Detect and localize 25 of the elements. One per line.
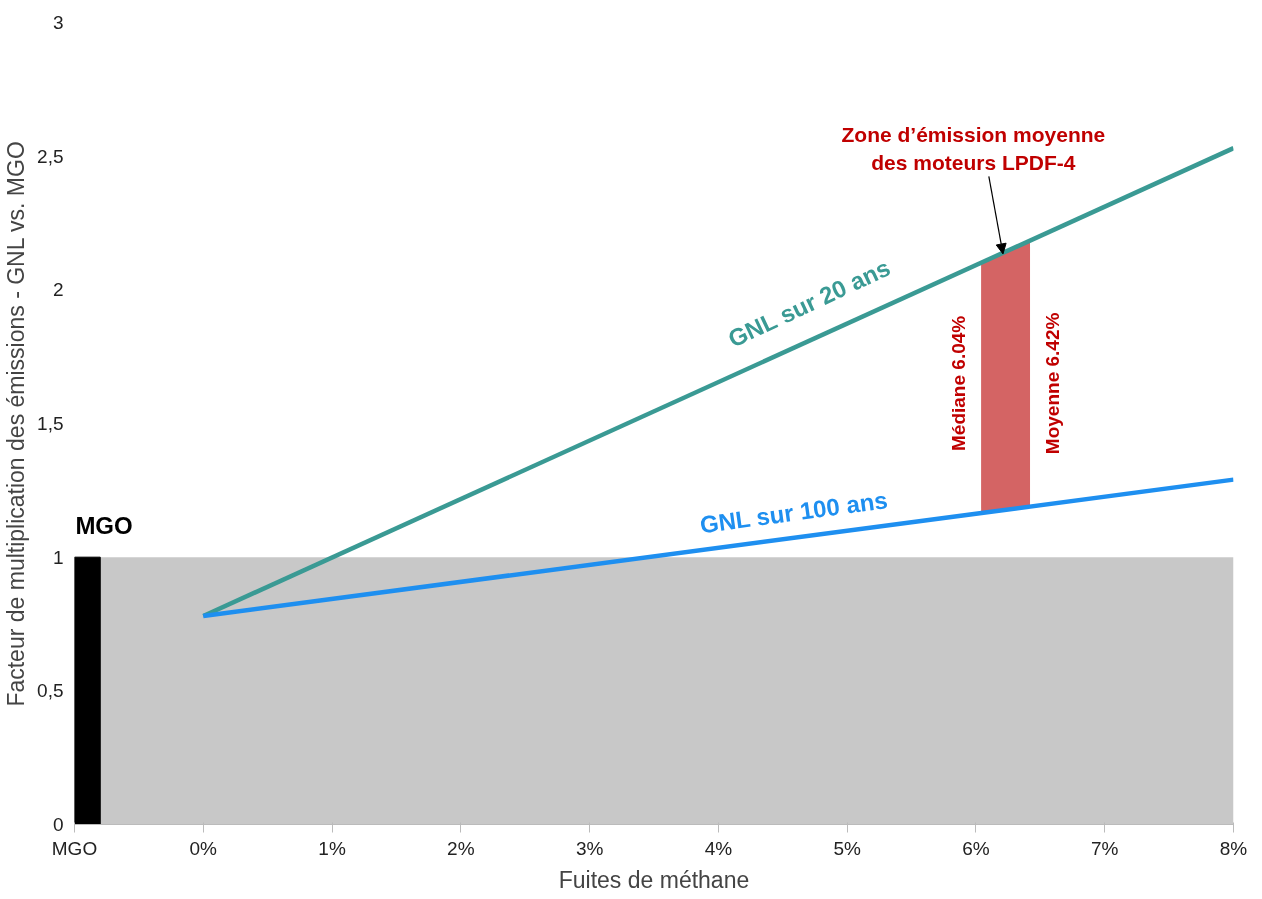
y-tick-label: 2 xyxy=(52,279,64,301)
x-tick-label: 1% xyxy=(318,837,346,859)
y-tick-label: 1,5 xyxy=(37,413,64,434)
x-tick-label: 2% xyxy=(447,837,475,859)
x-tick-label: 7% xyxy=(1090,837,1119,859)
series-label: MGO xyxy=(75,512,133,540)
y-tick-label: 3 xyxy=(52,12,64,33)
band-label: Zone d’émission moyenne des moteurs LPDF-4 xyxy=(841,123,1106,174)
y-tick-label: 1 xyxy=(52,546,64,568)
annotation: Moyenne 6.42% xyxy=(1042,312,1064,455)
x-tick-label: 8% xyxy=(1219,837,1248,859)
annotation: Médiane 6.04% xyxy=(948,315,970,451)
x-tick-label: 5% xyxy=(833,837,861,859)
y-tick-label: 2,5 xyxy=(37,145,64,167)
y-tick-label: 0 xyxy=(52,814,64,835)
text: GNL sur 100 ans xyxy=(698,486,890,539)
y-tick-label: 0,5 xyxy=(37,680,64,702)
text: GNL sur 20 ans xyxy=(723,253,895,353)
y-axis-title: Facteur de multiplication des émissions - GNL vs. MGO xyxy=(3,141,30,707)
x-tick-label: MGO xyxy=(51,837,98,859)
x-tick-label: 3% xyxy=(575,837,604,859)
x-tick-label: 4% xyxy=(704,837,733,859)
x-tick-label: 6% xyxy=(962,837,990,859)
x-axis-title: Fuites de méthane xyxy=(558,866,750,893)
x-tick-label: 0% xyxy=(189,837,218,859)
